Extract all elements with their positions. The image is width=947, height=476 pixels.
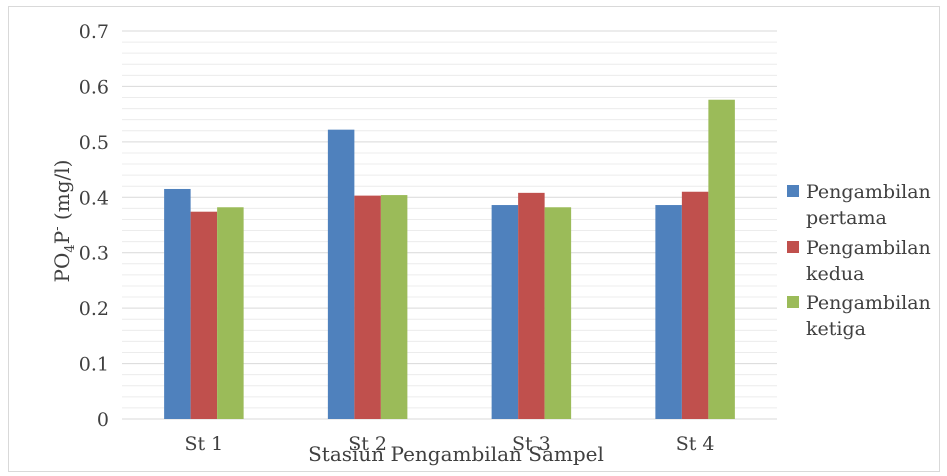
bar [708,99,735,419]
legend-label: Pengambilan [806,237,931,259]
y-tick-label: 0.6 [79,76,109,98]
chart-frame: 0 0.1 0.2 0.3 0.4 0.5 0.6 0.7 St 1 St 2 St 3 St 4 … [8,6,940,472]
bar [190,211,218,419]
y-tick-label: 0.3 [79,243,109,265]
x-tick-labels: St 1 St 2 St 3 St 4 [184,433,714,455]
x-axis-title: Stasiun Pengambilan Sampel [308,442,604,466]
x-tick-label: St 4 [676,433,715,455]
y-axis-title-rest: P [50,231,74,244]
bar [217,207,244,419]
x-tick-label: St 2 [348,433,387,455]
x-tick-label: St 1 [184,433,223,455]
y-tick-label: 0.4 [79,187,109,209]
y-tick-label: 0.1 [79,354,109,376]
bar [380,195,408,419]
y-axis-title-tail: (mg/l) [50,160,74,227]
legend-swatch [787,296,799,308]
legend-label: pertama [806,207,887,229]
bar [491,205,519,419]
bar [164,188,191,419]
legend-label: ketiga [806,318,866,340]
y-axis-title: PO4P- (mg/l) [50,160,78,283]
y-tick-label: 0.7 [79,21,109,43]
legend-swatch [787,241,799,253]
y-tick-label: 0 [97,409,109,431]
bar [327,129,355,420]
y-axis-title-superscript: - [50,226,65,230]
y-tick-label: 0.2 [79,298,109,320]
y-tick-label: 0.5 [79,132,109,154]
bar [655,205,682,419]
x-tick-label: St 3 [512,433,551,455]
legend-label: Pengambilan [806,181,931,203]
bar-chart: 00.10.20.30.40.50.60.7 St 1 St 2 St 3 St 4 … [50,21,931,466]
bar [681,191,709,419]
y-axis-title-subscript: 4 [63,244,78,252]
y-axis-title-main: PO [50,253,74,283]
y-tick-labels: 0 0.1 0.2 0.3 0.4 0.5 0.6 0.7 [79,21,109,431]
bar [518,192,545,419]
legend: Pengambilan pertama Pengambilan kedua Pengam… [787,181,931,340]
legend-swatch [787,185,799,197]
bar [544,207,572,419]
bar [354,195,381,419]
legend-label: Pengambilan [806,292,931,314]
bars [164,99,735,420]
legend-label: kedua [806,263,864,285]
